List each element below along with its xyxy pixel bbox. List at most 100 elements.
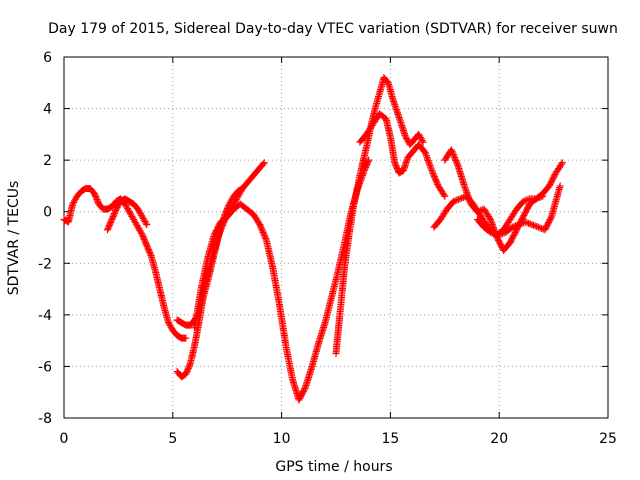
data-point [259,228,267,236]
data-point [486,228,494,236]
data-point [441,192,449,200]
data-point [256,222,264,230]
data-point [91,191,99,199]
data-point [418,137,426,145]
data-point [256,221,264,229]
data-point [260,231,268,239]
series-track-c [173,159,268,381]
data-point [110,211,118,219]
data-point [453,196,461,204]
data-point [111,208,119,216]
data-point [106,220,114,228]
x-tick-label: 20 [490,431,508,447]
data-point [391,160,399,168]
y-tick-label: -8 [38,411,52,427]
data-point [393,163,401,171]
data-point [453,158,461,166]
data-point [485,227,493,235]
data-point [451,197,459,205]
data-point [523,219,531,227]
data-point [185,363,193,371]
data-point [92,193,100,201]
data-point [146,249,154,257]
data-point [260,230,268,238]
x-tick-label: 25 [599,431,617,447]
data-point [107,217,115,225]
data-point [224,204,232,212]
grid [64,57,608,418]
data-point [104,224,112,232]
data-point [362,162,370,170]
data-point [140,235,148,243]
series-track-g [356,110,449,200]
data-point [428,168,436,176]
data-point [447,146,455,154]
data-point [519,197,527,205]
data-point [534,194,542,202]
data-point [142,219,150,227]
data-point [391,159,399,167]
data-point [533,223,541,231]
data-point [145,247,153,255]
data-point [258,225,266,233]
y-tick-label: -2 [38,256,52,272]
data-point [558,159,566,167]
data-point [429,170,437,178]
y-tick-label: 4 [43,102,52,118]
y-tick-label: 0 [43,205,52,221]
data-point [107,218,115,226]
y-tick-label: -6 [38,359,52,375]
data-point [105,221,113,229]
data-point [524,195,532,203]
data-point [92,194,100,202]
data-point [539,192,547,200]
x-axis-label: GPS time / hours [275,459,392,475]
data-point [363,161,371,169]
data-point [110,210,118,218]
data-point [473,208,481,216]
data-point [430,173,438,181]
data-point [104,226,112,234]
data-point [537,193,545,201]
data-point [525,219,533,227]
x-tick-label: 10 [273,431,291,447]
data-point [434,180,442,188]
data-point [392,162,400,170]
data-point [449,150,457,158]
data-point [450,197,458,205]
y-axis-label: SDTVAR / TECUs [6,181,22,296]
data-point [528,221,536,229]
data-point [453,160,461,168]
data-point [534,223,542,231]
data-point [419,138,427,146]
data-point [94,197,102,205]
series-track-a [60,185,190,342]
data-point [141,238,149,246]
series-track-f [332,74,427,358]
data-point [184,366,192,374]
data-point [433,179,441,187]
y-tick-label: -4 [38,308,52,324]
data-point [183,367,191,375]
data-point [529,221,537,229]
data-point [144,244,152,252]
data-point [138,231,146,239]
data-point [145,246,153,254]
data-point [450,152,458,160]
data-series [60,74,566,404]
data-point [259,160,267,168]
data-point [108,214,116,222]
data-point [143,241,151,249]
data-point [430,171,438,179]
chart-title: Day 179 of 2015, Sidereal Day-to-day VTE… [48,21,618,37]
data-point [108,215,116,223]
data-point [255,219,263,227]
data-point [142,240,150,248]
data-point [90,190,98,198]
data-point [139,232,147,240]
data-point [547,214,555,222]
data-point [260,159,268,167]
data-point [449,149,457,157]
y-tick-labels: -8 -6 -4 -2 0 2 4 6 [38,50,52,427]
